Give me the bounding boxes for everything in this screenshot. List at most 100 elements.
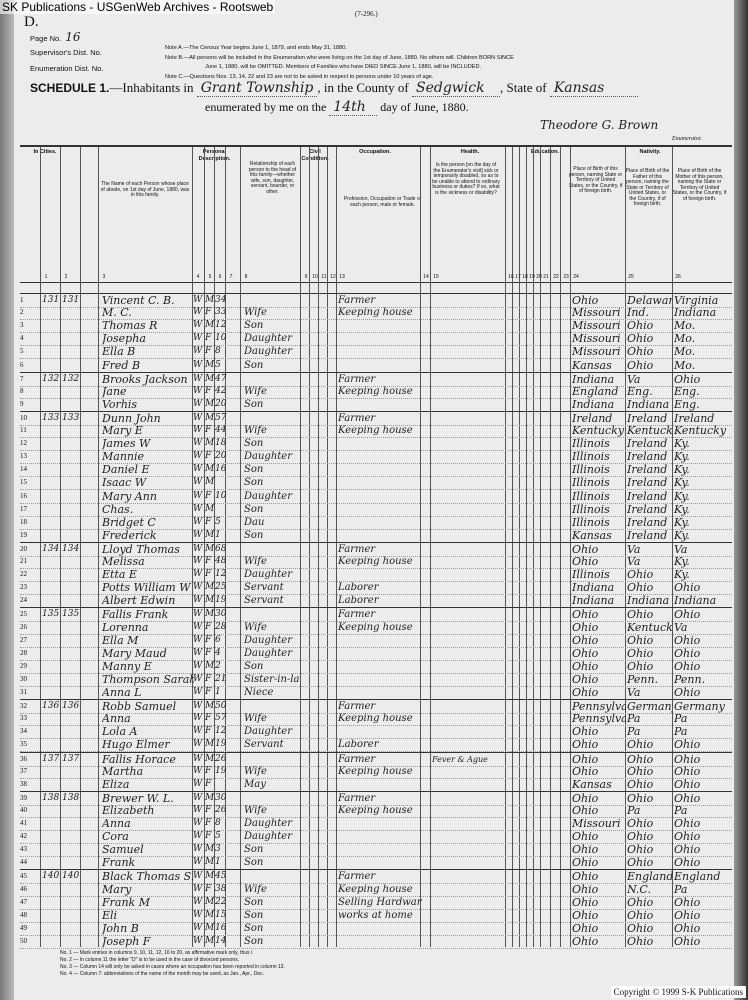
birthplace: Kansas xyxy=(572,528,612,542)
relationship: Servant xyxy=(244,582,284,594)
state-value: Kansas xyxy=(549,80,638,97)
header-mother-birthplace: Place of Birth of the Mother of this per… xyxy=(672,168,727,202)
color: W xyxy=(193,804,203,815)
age: 1 xyxy=(215,857,221,868)
table-row: 7 132 132 Brooks Jackson W M 47 Farmer Indiana Va… xyxy=(20,371,732,387)
column-rule xyxy=(60,147,61,947)
person-name: Cora xyxy=(102,830,129,844)
family-number: 135 xyxy=(62,609,80,620)
person-name: Anna L xyxy=(102,686,142,699)
relationship: Wife xyxy=(244,385,267,397)
relationship: Daughter xyxy=(244,569,292,581)
relationship: Son xyxy=(244,359,264,371)
relationship: Sister-in-law xyxy=(244,673,300,685)
group-education: Education. xyxy=(530,149,560,155)
father-birthplace: Ireland xyxy=(627,476,668,490)
table-row: 22 Etta E W F 12 Daughter Illinois Ohio Ky. xyxy=(20,568,732,583)
sex: M xyxy=(205,595,215,606)
birthplace: Ireland xyxy=(572,411,613,425)
color: W xyxy=(193,896,203,907)
age: 15 xyxy=(215,909,227,920)
line-number: 35 xyxy=(20,740,27,749)
father-birthplace: Ohio xyxy=(627,345,654,359)
relationship: Servant xyxy=(244,595,284,607)
family-number: 133 xyxy=(62,412,80,423)
occupation: Keeping house xyxy=(338,765,413,777)
color: W xyxy=(193,464,203,475)
father-birthplace: Delaware xyxy=(627,294,673,307)
column-number: 1 xyxy=(44,274,48,280)
color: W xyxy=(193,871,203,882)
family-number: 134 xyxy=(62,543,80,554)
color: W xyxy=(193,529,203,540)
page-no-label: Page No. xyxy=(30,34,62,43)
column-rule xyxy=(672,147,673,947)
father-birthplace: Pa xyxy=(627,712,641,726)
father-birthplace: Va xyxy=(627,686,641,699)
enumerator-label: Enumerator. xyxy=(672,136,702,142)
enumeration-month-year: day of June, 1880. xyxy=(380,100,469,114)
line-number: 37 xyxy=(20,766,27,775)
column-number: 24 xyxy=(573,274,579,280)
line-number: 42 xyxy=(20,832,27,841)
line-number: 32 xyxy=(20,702,27,711)
birthplace: Ohio xyxy=(572,620,599,634)
sex: M xyxy=(205,792,215,803)
sex: M xyxy=(205,896,215,907)
census-table: In Cities. Personal Description. Civil C… xyxy=(20,145,732,949)
line-number: 12 xyxy=(20,439,27,448)
father-birthplace: Va xyxy=(627,542,641,556)
dwelling-number: 132 xyxy=(42,373,60,384)
relationship: Daughter xyxy=(244,818,292,829)
sex: F xyxy=(205,778,212,789)
line-number: 19 xyxy=(20,530,27,539)
table-row: 2 M. C. W F 33 Wife Keeping house Missouri Ind. I… xyxy=(20,306,732,321)
mother-birthplace: Penn. xyxy=(674,672,706,686)
birthplace: Ohio xyxy=(572,672,599,686)
family-number: 140 xyxy=(62,871,80,882)
sex: M xyxy=(205,844,215,855)
occupation: Keeping house xyxy=(338,804,413,816)
occupation: Keeping house xyxy=(338,425,413,436)
family-number: 132 xyxy=(62,373,80,384)
group-occupation: Occupation. xyxy=(359,149,391,155)
father-birthplace: Pa xyxy=(627,803,641,817)
mother-birthplace: Ohio xyxy=(674,817,701,830)
sex: M xyxy=(205,753,215,764)
birthplace: Ohio xyxy=(572,608,599,622)
column-number: 10 xyxy=(312,274,318,280)
line-number: 41 xyxy=(20,819,27,827)
sex: M xyxy=(205,609,215,620)
father-birthplace: Ireland xyxy=(627,502,668,516)
occupation: Laborer xyxy=(338,582,379,594)
table-row: 49 John B W M 16 Son Ohio Ohio Ohio xyxy=(20,922,732,936)
father-birthplace: Ohio xyxy=(627,752,654,766)
birthplace: Ohio xyxy=(572,542,599,556)
relationship: Son xyxy=(244,464,264,476)
occupation: Farmer xyxy=(338,373,376,385)
township-value: Grant Township xyxy=(196,80,318,97)
father-birthplace: Ireland xyxy=(627,515,668,529)
father-birthplace: Ohio xyxy=(627,856,654,870)
line-number: 33 xyxy=(20,714,27,723)
enumerator-signature: Theodore G. Brown xyxy=(540,118,659,132)
table-row: 16 Mary Ann W F 10 Daughter Illinois Ireland Ky. xyxy=(20,490,732,504)
birthplace: Ohio xyxy=(572,843,599,857)
column-rule xyxy=(560,147,561,947)
age: 19 xyxy=(215,765,227,776)
sex: M xyxy=(205,464,215,475)
person-name: Martha xyxy=(102,764,144,778)
column-number: 23 xyxy=(563,274,569,280)
mother-birthplace: Ohio xyxy=(674,372,701,386)
color: W xyxy=(193,438,203,449)
person-name: Vorhis xyxy=(102,397,138,411)
birthplace: Indiana xyxy=(572,594,615,608)
column-rule xyxy=(533,147,534,947)
birthplace: Ohio xyxy=(572,934,599,948)
birthplace: Ohio xyxy=(572,294,599,307)
birthplace: England xyxy=(572,384,619,398)
line-number: 26 xyxy=(20,622,27,631)
relationship: Son xyxy=(244,935,264,947)
color: W xyxy=(193,844,203,855)
family-number: 137 xyxy=(62,753,80,764)
